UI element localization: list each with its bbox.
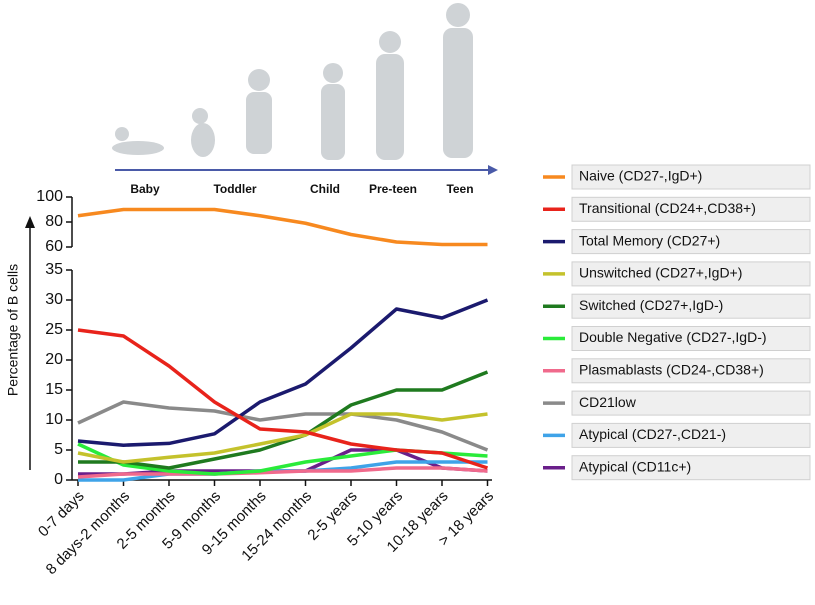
y-tick-label: 35 [45, 261, 63, 278]
y-tick-label: 30 [45, 291, 63, 308]
stage-label: Teen [446, 182, 473, 196]
figure-toddler-head [192, 108, 208, 124]
legend-box [571, 229, 811, 255]
stage-label: Baby [130, 182, 160, 196]
series-line [77, 298, 489, 447]
figure-baby [112, 141, 164, 155]
figure-baby-head [115, 127, 129, 141]
legend-label: Total Memory (CD27+) [579, 232, 720, 248]
legend-box [571, 358, 811, 384]
legend-label: Plasmablasts (CD24-,CD38+) [579, 362, 764, 378]
legend-label: Double Negative (CD27-,IgD-) [579, 329, 767, 345]
series-line [77, 466, 488, 479]
y-tick-label: 5 [54, 441, 63, 458]
series-line [77, 207, 488, 247]
figure-teen-head [446, 3, 470, 27]
legend-box [571, 261, 811, 287]
legend-label: Atypical (CD27-,CD21-) [579, 426, 726, 442]
age-arrow-head [488, 165, 498, 175]
y-tick-label: 100 [36, 188, 63, 205]
legend-label: Naive (CD27-,IgD+) [579, 168, 702, 184]
figure-teen [443, 28, 473, 158]
legend-box [571, 455, 811, 481]
figure-toddler [191, 123, 215, 157]
y-arrow-head [25, 216, 35, 228]
figure-toddler2-head [248, 69, 270, 91]
legend-label: Transitional (CD24+,CD38+) [579, 200, 756, 216]
figure-toddler2 [246, 92, 272, 154]
legend-label: CD21low [579, 394, 637, 410]
figure-preteen-head [379, 31, 401, 53]
series-line [77, 328, 489, 470]
figure-preteen [376, 54, 404, 160]
stage-label: Pre-teen [369, 182, 417, 196]
legend-label: Atypical (CD11c+) [579, 458, 691, 474]
series-line [77, 412, 488, 464]
legend-label: Switched (CD27+,IgD-) [579, 297, 723, 313]
y-tick-label: 20 [45, 351, 63, 368]
legend-box [571, 390, 811, 416]
legend-box [571, 326, 811, 351]
x-tick-label: 8 days-2 months [43, 488, 133, 578]
y-axis-label: Percentage of B cells [5, 264, 21, 396]
series-line [77, 400, 489, 452]
stage-label: Toddler [213, 182, 256, 196]
legend-box [571, 164, 811, 190]
figure-child-head [323, 63, 343, 83]
figure-child [321, 84, 345, 160]
y-tick-label: 15 [45, 381, 63, 398]
legend-box [571, 293, 811, 319]
series-line [78, 370, 489, 470]
y-tick-label: 10 [45, 411, 63, 428]
legend-box [571, 422, 811, 448]
age-figures [112, 3, 473, 160]
legend-box [571, 196, 811, 222]
stage-label: Child [310, 182, 340, 196]
y-tick-label: 80 [45, 213, 63, 230]
legend-label: Unswitched (CD27+,IgD+) [579, 265, 742, 281]
y-tick-label: 0 [54, 471, 63, 488]
y-tick-label: 25 [45, 321, 63, 338]
y-tick-label: 60 [45, 238, 63, 255]
